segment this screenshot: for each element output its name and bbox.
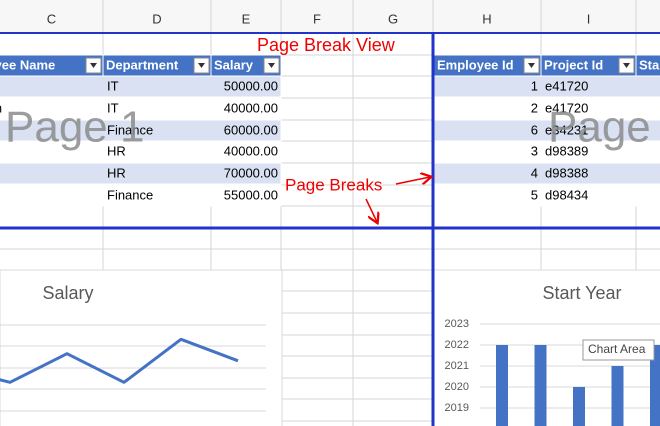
table-cell: 5 [531, 187, 538, 202]
column-header: I [587, 11, 591, 26]
table-cell: d98434 [545, 187, 588, 202]
y-tick-label: 2023 [445, 318, 469, 330]
table-row [0, 162, 282, 185]
chart-area[interactable] [0, 269, 283, 426]
table-row [0, 184, 282, 207]
content: CDEFGHIloyee NameDepartmentSalaryhiIT500… [0, 11, 660, 207]
filter-arrow [528, 63, 535, 68]
table-header: Salary [214, 57, 254, 72]
line-chart-gridlines [0, 324, 266, 412]
y-tick-label: 2020 [445, 381, 469, 393]
table-cell: 50000.00 [224, 78, 278, 93]
annotation-arrow [365, 198, 377, 222]
y-tick-label: 2019 [445, 402, 469, 414]
tooltip [582, 339, 655, 361]
bar [534, 345, 547, 426]
table-cell: am [0, 100, 2, 115]
table-cell: Finance [107, 187, 153, 202]
table-cell: d98389 [545, 143, 588, 158]
table-cell: Finance [107, 122, 153, 137]
column-header-bar [0, 0, 660, 33]
charts: 2019 2020 2021 2022 2023 [0, 318, 660, 426]
table-cell: d98388 [545, 165, 588, 180]
table-header: Employee Id [437, 57, 514, 72]
chart-title: Start Year [542, 283, 621, 303]
table-header: Department [106, 57, 179, 72]
table-cell: HR [107, 143, 126, 158]
column-header: G [388, 11, 398, 26]
table-cell: 6 [531, 122, 538, 137]
filter-arrow [268, 63, 275, 68]
column-header: F [313, 11, 321, 26]
table-cell: 70000.00 [224, 165, 278, 180]
table-cell: e41720 [545, 78, 588, 93]
bar [650, 345, 660, 426]
page-watermark: Page [548, 103, 651, 152]
table-cell: e34231 [545, 122, 588, 137]
annotation-arrow [395, 177, 430, 185]
annotation: Page Breaks [285, 175, 382, 194]
filter-arrow [623, 63, 630, 68]
table-header-cell [635, 54, 660, 77]
bar [611, 366, 624, 426]
table-cell: 60000.00 [224, 122, 278, 137]
table-cell: HR [107, 165, 126, 180]
column-header: D [152, 11, 161, 26]
line-series [0, 337, 239, 384]
table-cell: 3 [531, 143, 538, 158]
tooltip-text: Chart Area [588, 342, 646, 356]
column-header: C [47, 11, 56, 26]
table-row [0, 75, 282, 98]
table-header: Sta [639, 57, 660, 72]
table-cell: e41720 [545, 100, 588, 115]
table-cell: IT [107, 100, 119, 115]
filter-arrow [90, 63, 97, 68]
column-header: H [482, 11, 491, 26]
table-cell: 1 [531, 78, 538, 93]
column-header: E [242, 11, 251, 26]
table-cell: 40000.00 [224, 100, 278, 115]
table-cell: 55000.00 [224, 187, 278, 202]
table-cell: IT [107, 78, 119, 93]
bar [573, 387, 585, 426]
table-cell: 4 [531, 165, 538, 180]
table-row [0, 140, 282, 163]
filter-arrow [198, 63, 205, 68]
annotation: Page Break View [257, 35, 396, 55]
table-header: Project Id [544, 57, 603, 72]
table-row [0, 97, 282, 120]
y-tick-label: 2021 [445, 360, 469, 372]
page-watermark: Page 1 [5, 103, 144, 152]
table-header: loyee Name [0, 57, 55, 72]
table-cell: 2 [531, 100, 538, 115]
bar [496, 345, 508, 426]
chart-title: Salary [42, 283, 93, 303]
table-cell: 40000.00 [224, 143, 278, 158]
y-tick-label: 2022 [445, 339, 469, 351]
